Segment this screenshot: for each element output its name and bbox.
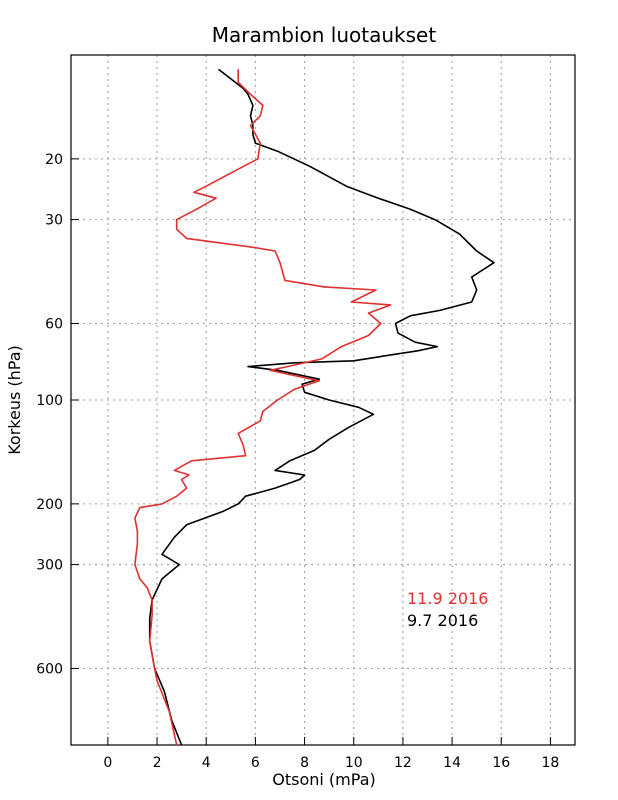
x-tick-label: 2	[153, 755, 162, 771]
y-tick-label: 300	[36, 558, 63, 574]
chart-title: Marambion luotaukset	[212, 23, 437, 47]
y-axis-label: Korkeus (hPa)	[5, 345, 24, 455]
x-tick-label: 16	[492, 755, 510, 771]
x-axis-label: Otsoni (mPa)	[272, 770, 375, 789]
series-line-11-9-2016	[134, 69, 392, 746]
legend-entry-9-7-2016: 9.7 2016	[407, 611, 478, 630]
legend-entry-11-9-2016: 11.9 2016	[407, 589, 488, 608]
y-tick-label: 60	[45, 316, 63, 332]
grid	[71, 55, 575, 745]
y-tick-label: 20	[45, 152, 63, 168]
x-tick-label: 6	[251, 755, 260, 771]
x-tick-label: 12	[394, 755, 412, 771]
x-tick-label: 8	[300, 755, 309, 771]
x-tick-label: 18	[542, 755, 560, 771]
y-tick-label: 100	[36, 393, 63, 409]
x-tick-label: 14	[443, 755, 461, 771]
series-lines	[134, 68, 495, 746]
x-tick-label: 0	[103, 755, 112, 771]
series-line-9-7-2016	[148, 68, 495, 746]
axis-ticks: 0 2 4 6 8 10 12 14 16 18 20 30 60 100 200 300 600	[36, 152, 559, 771]
x-tick-label: 4	[202, 755, 211, 771]
x-tick-label: 10	[345, 755, 363, 771]
y-tick-label: 30	[45, 213, 63, 229]
y-tick-label: 600	[36, 661, 63, 677]
y-tick-label: 200	[36, 497, 63, 513]
